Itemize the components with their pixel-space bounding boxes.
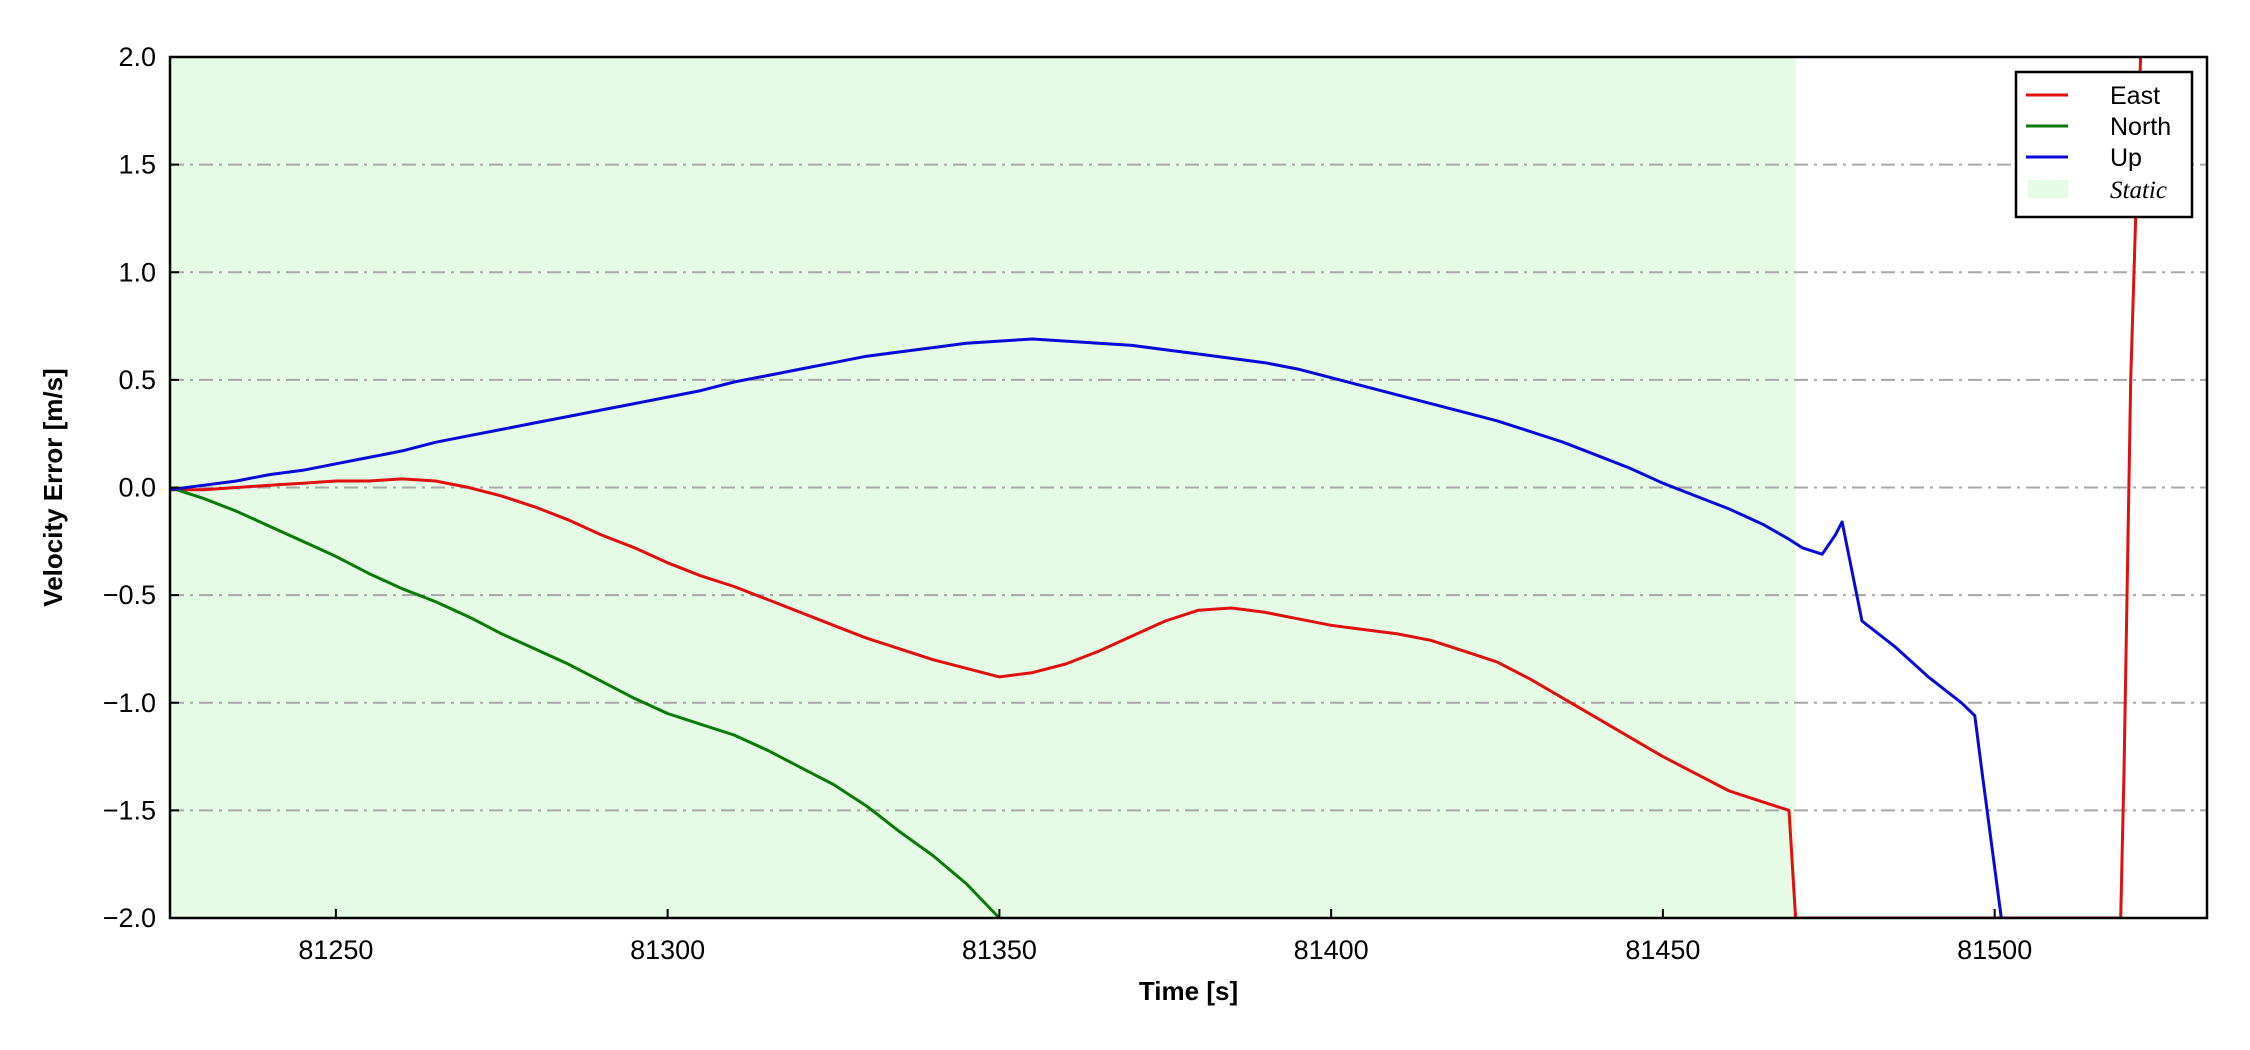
x-tick-label: 81400 bbox=[1294, 935, 1369, 965]
series-line-north bbox=[170, 486, 1001, 918]
legend-swatch-static bbox=[2028, 180, 2068, 198]
x-tick-label: 81350 bbox=[962, 935, 1037, 965]
x-tick-label: 81450 bbox=[1625, 935, 1700, 965]
x-tick-label: 81300 bbox=[630, 935, 705, 965]
legend-label-east: East bbox=[2110, 82, 2160, 110]
x-tick-label: 81250 bbox=[298, 935, 373, 965]
y-tick-label: 1.5 bbox=[118, 150, 156, 180]
x-tick-label: 81500 bbox=[1957, 935, 2032, 965]
plot-frame bbox=[168, 55, 2209, 920]
y-axis-title: Velocity Error [m/s] bbox=[38, 368, 68, 606]
y-tick-label: 2.0 bbox=[118, 42, 156, 72]
legend-label-north: North bbox=[2110, 113, 2171, 141]
x-axis-title: Time [s] bbox=[1139, 976, 1238, 1006]
legend-label-static: Static bbox=[2110, 177, 2167, 204]
y-tick-label: 0.0 bbox=[118, 473, 156, 503]
y-tick-label: 0.5 bbox=[118, 365, 156, 395]
y-tick-label: 1.0 bbox=[118, 257, 156, 287]
y-tick-label: −1.5 bbox=[103, 795, 156, 825]
y-tick-label: −2.0 bbox=[103, 903, 156, 933]
legend-label-up: Up bbox=[2110, 144, 2142, 172]
y-tick-label: −0.5 bbox=[103, 580, 156, 610]
y-tick-label: −1.0 bbox=[103, 688, 156, 718]
series-line-up bbox=[170, 337, 2003, 918]
series-line-east bbox=[170, 57, 2143, 918]
